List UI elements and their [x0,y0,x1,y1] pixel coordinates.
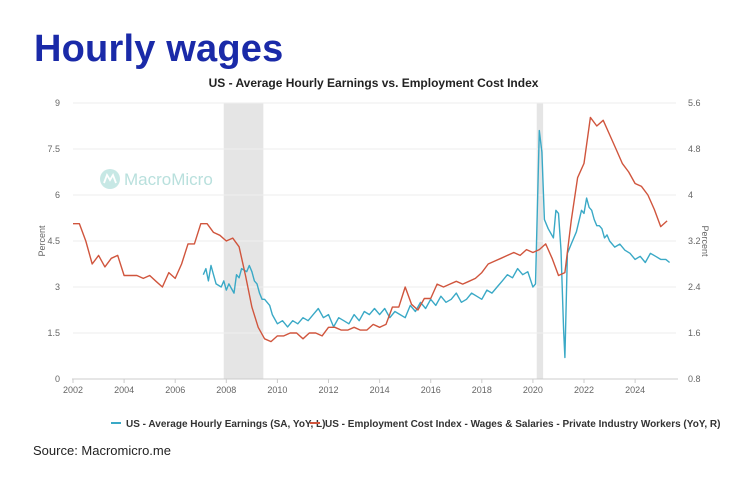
watermark: MacroMicro [100,169,213,189]
right-tick-label: 2.4 [688,282,701,292]
series-lines [73,116,671,359]
left-tick-label: 9 [55,98,60,108]
x-tick-label: 2006 [165,385,185,395]
x-tick-label: 2022 [574,385,594,395]
right-tick-label: 1.6 [688,328,701,338]
left-axis-ticks: 0 1.5 3 4.5 6 7.5 9 [47,98,60,384]
right-tick-label: 0.8 [688,374,701,384]
right-tick-label: 5.6 [688,98,701,108]
right-tick-label: 4 [688,190,693,200]
left-tick-label: 4.5 [47,236,60,246]
x-tick-label: 2004 [114,385,134,395]
right-tick-label: 3.2 [688,236,701,246]
x-tick-label: 2024 [625,385,645,395]
legend-label-ahe[interactable]: US - Average Hourly Earnings (SA, YoY, L… [126,419,326,430]
left-tick-label: 3 [55,282,60,292]
x-axis-ticks: 2002 2004 2006 2008 2010 2012 2014 2016 2018 2020… [63,379,645,395]
x-tick-label: 2014 [370,385,390,395]
legend-label-eci[interactable]: US - Employment Cost Index - Wages & Sal… [325,419,720,430]
x-tick-label: 2008 [216,385,236,395]
source-note: Source: Macromicro.me [33,443,171,458]
slide-title: Hourly wages [34,28,284,70]
x-tick-label: 2018 [472,385,492,395]
gridlines [73,102,676,334]
x-tick-label: 2002 [63,385,83,395]
macromicro-logo-mark [103,172,117,184]
left-tick-label: 0 [55,374,60,384]
x-tick-label: 2012 [318,385,338,395]
right-tick-label: 4.8 [688,144,701,154]
left-tick-label: 1.5 [47,328,60,338]
line-chart: MacroMicro 0 1.5 3 4.5 6 7.5 9 0.8 1.6 2.4 3.2 4 4.… [37,98,720,430]
x-tick-label: 2010 [267,385,287,395]
left-tick-label: 6 [55,190,60,200]
chart-title: US - Average Hourly Earnings vs. Employm… [208,76,539,90]
legend: US - Average Hourly Earnings (SA, YoY, L… [111,419,720,430]
watermark-text: MacroMicro [124,170,213,189]
series-line-employment-cost-index [73,116,668,343]
right-axis-ticks: 0.8 1.6 2.4 3.2 4 4.8 5.6 [688,98,701,384]
left-tick-label: 7.5 [47,144,60,154]
left-axis-label: Percent [37,225,47,257]
x-tick-label: 2020 [523,385,543,395]
x-tick-label: 2016 [421,385,441,395]
series-line-average-hourly-earnings [202,129,671,359]
right-axis-label: Percent [700,225,710,257]
